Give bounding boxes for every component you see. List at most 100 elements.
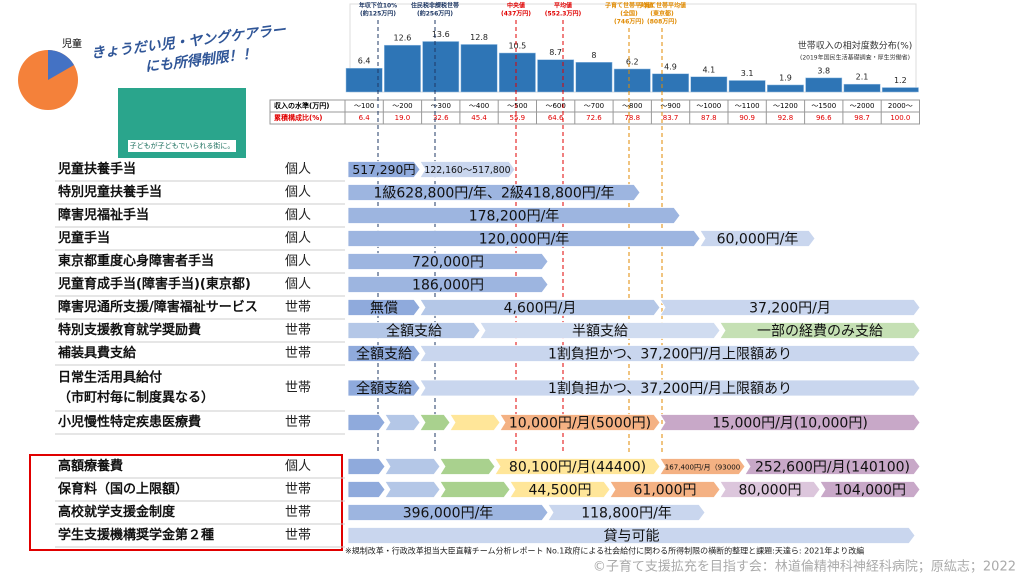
benefit-amount: 122,160～517,800: [424, 165, 510, 176]
benefit-range-arrow: [659, 458, 746, 475]
table-row-label: 収入の水準(万円): [274, 101, 329, 110]
benefit-amount: 1割負担かつ、37,200円/月上限額あり: [548, 346, 792, 363]
poster-caption: 子どもが子どもでいられる街に。: [130, 141, 235, 150]
bar: [652, 73, 689, 93]
benefit-range-arrow: [509, 481, 611, 498]
benefit-range-arrow: [609, 481, 721, 498]
benefit-range-arrow: [659, 299, 921, 316]
benefit-range-arrow: [494, 458, 661, 475]
benefit-range-arrow: [744, 458, 921, 475]
benefit-amount: 80,000円: [739, 483, 802, 499]
income-level: ～400: [469, 102, 489, 110]
threshold-annotation: 住民税非課税世帯: [411, 2, 459, 10]
threshold-annotation: (全国): [620, 10, 638, 18]
cumulative-share: 100.0: [890, 114, 910, 122]
data-label: 6.4: [358, 57, 371, 66]
cumulative-share: 98.7: [854, 114, 870, 122]
benefit-amount: 80,100円/月(44400): [509, 460, 646, 476]
cumulative-share: 83.7: [663, 114, 679, 122]
threshold-annotation: 子育て世帯平均値: [605, 2, 653, 10]
cumulative-share: 78.8: [624, 114, 640, 122]
benefit-range-arrow: [419, 161, 516, 178]
benefit-amount: 4,600円/月: [504, 301, 577, 317]
income-level: ～700: [584, 102, 604, 110]
table-row-label: 累積構成比(%): [274, 113, 322, 122]
bar: [498, 52, 536, 93]
benefit-range-arrow: [347, 299, 421, 316]
benefit-name: 特別児童扶養手当: [58, 184, 162, 200]
benefit-name: 保育料（国の上限額）: [57, 481, 188, 497]
data-label: 12.6: [394, 34, 412, 43]
benefit-unit: 世帯: [285, 323, 311, 338]
income-level: ～1500: [811, 102, 836, 110]
benefit-range-arrow: [347, 527, 916, 544]
benefit-range-arrow: [719, 322, 921, 339]
benefit-range-arrow: [347, 161, 421, 178]
benefit-range-arrow: [384, 458, 441, 475]
cumulative-share: 6.4: [359, 114, 371, 122]
cumulative-share: 55.9: [510, 114, 526, 122]
benefit-range-arrow: [419, 345, 921, 362]
benefit-name: 障害児通所支援/障害福祉サービス: [58, 299, 258, 315]
benefit-range-arrow: [419, 414, 451, 431]
data-label: 4.9: [664, 62, 677, 71]
bar: [613, 68, 651, 93]
benefit-range-arrow: [659, 414, 921, 431]
income-level: ～200: [392, 102, 412, 110]
income-level: ～600: [545, 102, 565, 110]
income-level: ～1000: [696, 102, 721, 110]
benefit-name: 児童手当: [57, 230, 110, 246]
data-label: 3.8: [817, 66, 830, 75]
benefit-range-arrow: [347, 458, 386, 475]
benefit-unit: 個人: [285, 231, 311, 246]
bar: [881, 87, 919, 93]
data-label: 8.7: [549, 48, 562, 57]
benefit-amount: 37,200円/月: [749, 301, 831, 317]
benefit-range-arrow: [347, 414, 386, 431]
benefit-unit: 個人: [285, 254, 311, 269]
benefit-amount: 186,000円: [412, 278, 484, 294]
benefit-amount: 396,000円/年: [403, 506, 494, 522]
income-level: ～800: [622, 102, 642, 110]
income-level: ～1200: [773, 102, 798, 110]
benefit-name: 東京都重度心身障害者手当: [58, 253, 214, 269]
benefit-name: 日常生活用具給付: [58, 370, 162, 386]
data-label: 6.2: [626, 57, 639, 66]
benefit-amount: 10,000円/月(5000円): [509, 416, 651, 432]
data-label: 1.9: [779, 73, 792, 82]
benefit-name: 児童扶養手当: [57, 161, 136, 177]
benefit-amount: 44,500円: [529, 483, 592, 499]
cumulative-share: 96.6: [816, 114, 832, 122]
income-level: ～300: [431, 102, 451, 110]
benefit-range-arrow: [347, 276, 549, 293]
data-label: 12.8: [470, 33, 488, 42]
benefit-amount: 61,000円: [634, 483, 697, 499]
benefit-unit: 世帯: [285, 505, 311, 520]
chart-subtitle: (2019年国民生活基礎調査・厚生労働省): [800, 54, 910, 62]
benefit-range-arrow: [347, 379, 421, 397]
benefit-name: 高額療養費: [58, 458, 123, 474]
income-level: ～900: [660, 102, 680, 110]
benefit-amount: 120,000円/年: [479, 232, 570, 248]
benefit-unit: 世帯: [285, 415, 311, 430]
threshold-annotation: (808万円): [647, 19, 677, 26]
benefit-range-arrow: [439, 481, 511, 498]
pie-illustration-slice: [48, 49, 74, 80]
benefit-range-arrow: [347, 345, 421, 362]
benefit-unit: 個人: [285, 185, 311, 200]
benefit-amount: 無償: [370, 301, 398, 317]
threshold-annotation: (約125万円): [360, 10, 396, 18]
benefit-amount: 118,800円/年: [581, 506, 672, 522]
cumulative-share: 92.8: [778, 114, 794, 122]
benefit-range-arrow: [347, 504, 549, 521]
benefit-amount: 178,200円/年: [469, 209, 560, 225]
threshold-annotation: 中央値: [507, 2, 525, 10]
bar: [345, 67, 383, 93]
data-label: 10.5: [508, 42, 526, 51]
copyright: ©子育て支援拡充を目指す会：林道倫精神科神経科病院；原紘志；2022: [593, 559, 1016, 575]
benefit-range-arrow: [347, 184, 641, 201]
benefit-unit: 個人: [285, 277, 311, 292]
benefit-name: 学生支援機構奨学金第２種: [58, 527, 214, 543]
benefit-amount: 167,400円/月（93000: [665, 463, 741, 472]
